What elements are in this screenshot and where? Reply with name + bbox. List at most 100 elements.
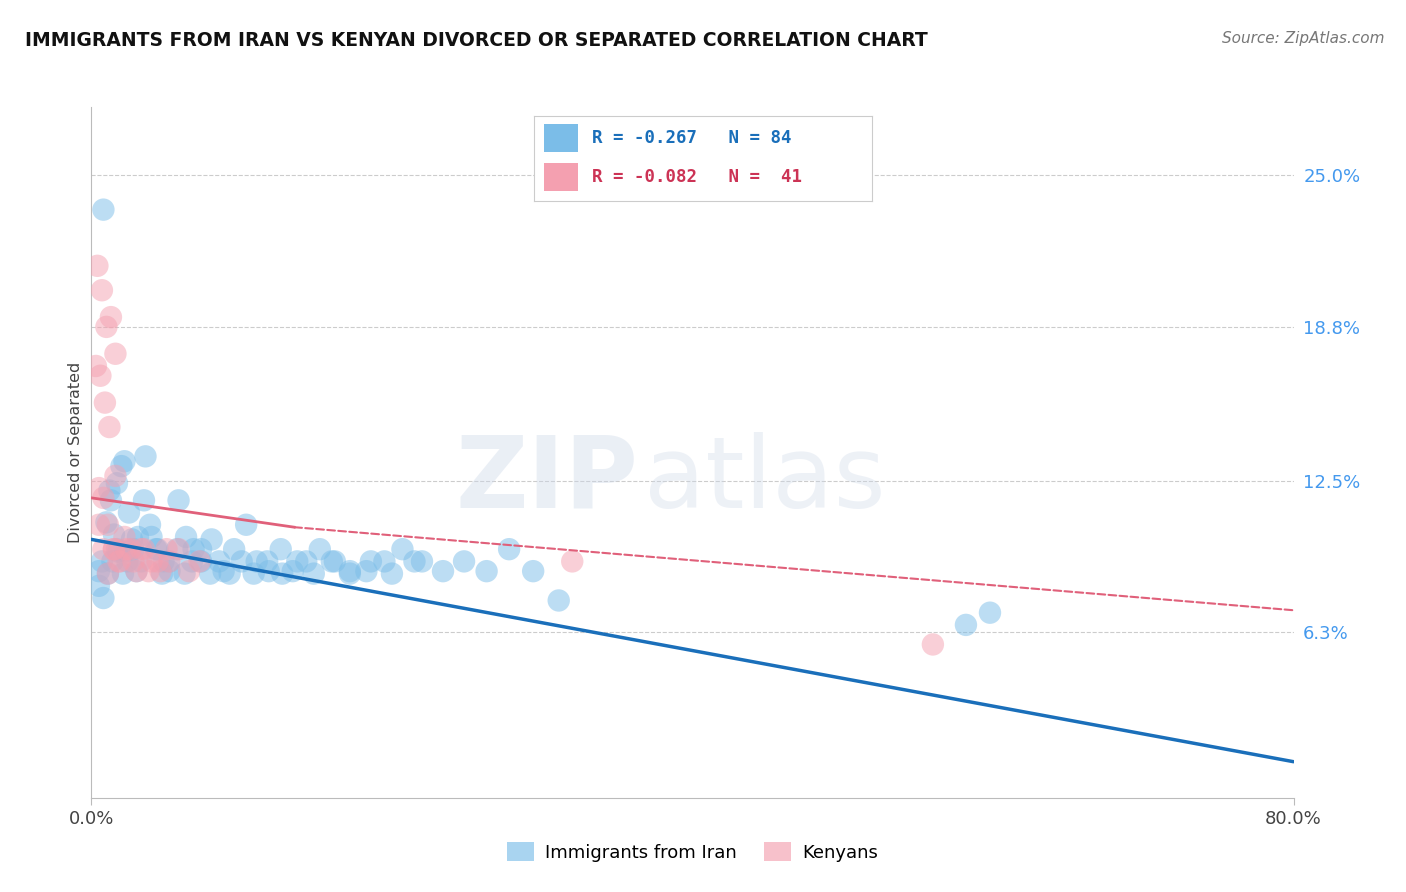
Point bbox=[159, 554, 181, 568]
Point bbox=[256, 554, 278, 568]
Point bbox=[93, 542, 115, 557]
Point bbox=[155, 542, 177, 557]
Point bbox=[98, 483, 121, 498]
Point bbox=[257, 564, 280, 578]
Point bbox=[104, 347, 127, 361]
Point bbox=[281, 564, 304, 578]
Point bbox=[159, 554, 181, 568]
Point bbox=[242, 566, 264, 581]
Point bbox=[89, 368, 111, 383]
Point bbox=[432, 564, 454, 578]
Point bbox=[97, 566, 120, 581]
Point bbox=[114, 454, 136, 468]
Point bbox=[86, 259, 108, 273]
Point bbox=[132, 493, 155, 508]
Point bbox=[522, 564, 544, 578]
Point bbox=[224, 542, 246, 557]
Point bbox=[167, 542, 190, 557]
Point bbox=[285, 554, 308, 568]
Point bbox=[117, 554, 139, 568]
Point bbox=[373, 554, 395, 568]
Point bbox=[166, 542, 188, 557]
Point bbox=[90, 554, 112, 568]
Point bbox=[121, 533, 143, 547]
Point bbox=[93, 491, 115, 505]
Point bbox=[404, 554, 426, 568]
Point bbox=[107, 554, 129, 568]
Point bbox=[129, 554, 152, 568]
Point bbox=[146, 542, 169, 557]
Point bbox=[93, 202, 115, 217]
Point bbox=[125, 564, 148, 578]
Point bbox=[150, 566, 173, 581]
Point bbox=[96, 319, 118, 334]
Point bbox=[339, 564, 361, 578]
Legend: Immigrants from Iran, Kenyans: Immigrants from Iran, Kenyans bbox=[501, 835, 884, 869]
Point bbox=[127, 530, 149, 544]
Text: R = -0.082   N =  41: R = -0.082 N = 41 bbox=[592, 168, 801, 186]
Point bbox=[108, 554, 131, 568]
Point bbox=[114, 530, 136, 544]
Point bbox=[87, 564, 110, 578]
Point bbox=[107, 544, 129, 558]
Point bbox=[308, 542, 330, 557]
Point bbox=[100, 310, 122, 325]
Point bbox=[134, 450, 156, 464]
Point bbox=[98, 420, 121, 434]
Point bbox=[111, 566, 134, 581]
Point bbox=[97, 566, 120, 581]
Point bbox=[101, 554, 124, 568]
Point bbox=[231, 554, 253, 568]
Point bbox=[110, 459, 132, 474]
Text: ZIP: ZIP bbox=[456, 432, 638, 529]
Point bbox=[218, 566, 240, 581]
Point bbox=[129, 542, 152, 557]
Point bbox=[87, 579, 110, 593]
Point bbox=[246, 554, 269, 568]
Point bbox=[190, 542, 212, 557]
Point bbox=[321, 554, 343, 568]
Point bbox=[152, 554, 174, 568]
Point bbox=[87, 481, 110, 495]
Point bbox=[201, 533, 224, 547]
Point bbox=[561, 554, 583, 568]
Point bbox=[96, 516, 118, 530]
Point bbox=[212, 564, 235, 578]
Point bbox=[139, 517, 162, 532]
Point bbox=[100, 493, 122, 508]
Point bbox=[103, 542, 125, 557]
Text: atlas: atlas bbox=[644, 432, 886, 529]
Point bbox=[177, 564, 200, 578]
Point bbox=[381, 566, 404, 581]
Point bbox=[235, 517, 257, 532]
Point bbox=[323, 554, 346, 568]
Point bbox=[159, 564, 181, 578]
Point bbox=[270, 542, 292, 557]
Point bbox=[411, 554, 433, 568]
Point bbox=[391, 542, 413, 557]
Point bbox=[183, 542, 205, 557]
Point bbox=[339, 566, 361, 581]
Point bbox=[103, 527, 125, 541]
Point bbox=[547, 593, 569, 607]
Point bbox=[93, 591, 115, 605]
Point bbox=[181, 554, 204, 568]
Point bbox=[146, 554, 169, 568]
Point bbox=[122, 542, 145, 557]
Point bbox=[138, 564, 160, 578]
Point bbox=[475, 564, 498, 578]
Point bbox=[167, 493, 190, 508]
Y-axis label: Divorced or Separated: Divorced or Separated bbox=[67, 362, 83, 543]
Point bbox=[118, 506, 141, 520]
Point bbox=[188, 554, 211, 568]
Point bbox=[122, 554, 145, 568]
Point bbox=[198, 566, 221, 581]
Point bbox=[87, 517, 110, 532]
Point bbox=[115, 544, 138, 558]
Point bbox=[125, 564, 148, 578]
Point bbox=[84, 359, 107, 373]
Point bbox=[141, 554, 163, 568]
Point bbox=[302, 566, 325, 581]
Point bbox=[132, 542, 155, 557]
Point bbox=[498, 542, 520, 557]
